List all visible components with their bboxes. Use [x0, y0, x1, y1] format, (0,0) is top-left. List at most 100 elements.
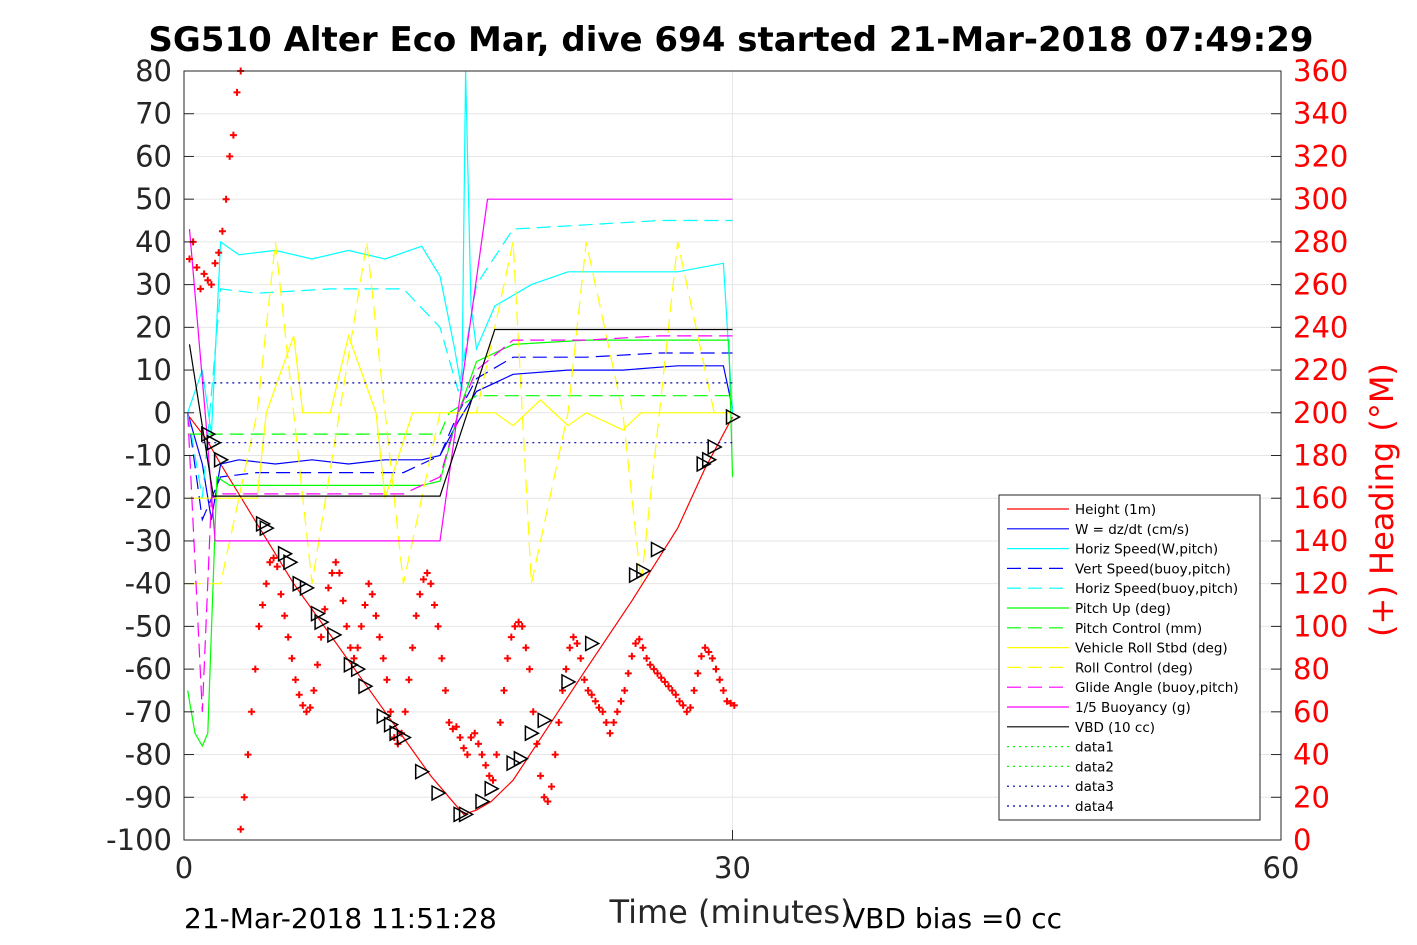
heading-point [270, 554, 278, 562]
right-tick-label: 280 [1293, 225, 1348, 259]
heading-point [602, 719, 610, 726]
heading-point [357, 622, 365, 630]
chart-title: SG510 Alter Eco Mar, dive 694 started 21… [148, 20, 1313, 60]
left-tick-label: -60 [125, 652, 172, 686]
heading-point [240, 793, 248, 801]
heading-point [708, 654, 716, 662]
heading-point [661, 678, 669, 686]
right-tick-label: 260 [1293, 268, 1348, 302]
left-tick-label: 20 [135, 310, 172, 344]
series-line-12 [188, 328, 733, 497]
heading-point [613, 708, 621, 716]
right-tick-label: 320 [1293, 139, 1348, 173]
left-tick-label: 80 [135, 54, 172, 88]
legend-label: W = dz/dt (cm/s) [1075, 522, 1189, 538]
direction-marker [650, 541, 667, 558]
series-line-4 [187, 352, 733, 522]
heading-point [405, 676, 413, 684]
heading-point [372, 612, 380, 620]
heading-point [420, 575, 427, 583]
legend-label: Horiz Speed(W,pitch) [1075, 542, 1218, 558]
heading-point [566, 644, 574, 652]
direction-marker [584, 635, 601, 652]
heading-point [456, 734, 464, 741]
direction-marker [431, 784, 447, 802]
legend-label: data3 [1075, 779, 1114, 795]
heading-point [672, 691, 680, 699]
heading-point [716, 676, 724, 684]
heading-point [580, 676, 588, 684]
right-tick-label: 360 [1293, 54, 1348, 88]
heading-point [303, 708, 310, 716]
heading-point [332, 558, 340, 566]
series-line-9 [187, 241, 733, 585]
heading-point [277, 590, 285, 598]
right-tick-label: 140 [1293, 524, 1348, 558]
left-tick-label: -20 [125, 481, 172, 515]
heading-point [339, 597, 347, 605]
legend-label: Pitch Control (mm) [1075, 621, 1202, 637]
heading-point [266, 558, 274, 566]
left-tick-label: -30 [125, 524, 172, 558]
heading-point [518, 622, 526, 630]
heading-point [679, 701, 687, 709]
right-tick-label: 160 [1293, 481, 1348, 515]
heading-point [207, 281, 215, 289]
direction-markers [201, 408, 742, 823]
heading-point [676, 697, 683, 705]
heading-point [665, 682, 672, 690]
heading-point [467, 734, 475, 741]
heading-point [485, 772, 493, 780]
heading-point [434, 622, 442, 630]
heading-point [379, 654, 387, 662]
heading-point [197, 285, 204, 293]
heading-point [463, 751, 471, 759]
heading-point [409, 644, 416, 652]
direction-marker [513, 750, 529, 768]
left-axis-ticks: 80 70 60 50 40 30 20 10 0 -10 -20 -30 -40 -50 -60 -70 -8… [106, 54, 194, 857]
heading-point [335, 569, 343, 577]
heading-point [449, 725, 457, 733]
x-axis-label: Time (minutes) [609, 893, 853, 931]
footer-vbd-bias: VBD bias =0 cc [846, 902, 1062, 935]
heading-point [723, 697, 731, 705]
heading-point [540, 793, 548, 801]
footer-timestamp: 21-Mar-2018 11:51:28 [184, 902, 497, 935]
direction-marker [213, 451, 230, 469]
right-tick-label: 40 [1293, 738, 1330, 772]
heading-point [668, 687, 676, 694]
heading-point [193, 264, 201, 271]
heading-point [423, 569, 431, 577]
heading-point [383, 676, 391, 684]
heading-point [577, 654, 585, 662]
legend-label: data1 [1075, 740, 1114, 756]
direction-marker [725, 408, 742, 426]
heading-point [204, 276, 212, 284]
heading-point [211, 259, 219, 267]
direction-marker [537, 712, 553, 729]
x-tick-label: 30 [714, 851, 751, 885]
heading-point [610, 719, 618, 726]
direction-marker [458, 806, 475, 823]
heading-point [427, 580, 435, 588]
heading-point [376, 633, 384, 641]
direction-marker [628, 566, 645, 584]
heading-point [460, 744, 468, 752]
heading-point [599, 708, 607, 716]
legend-label: VBD (10 cc) [1075, 720, 1155, 736]
heading-point [215, 249, 223, 257]
heading-point [515, 618, 523, 626]
heading-point [569, 633, 577, 641]
direction-marker [201, 425, 217, 443]
heading-point [474, 740, 482, 748]
right-tick-label: 120 [1293, 567, 1348, 601]
heading-point [401, 708, 409, 716]
heading-point [533, 740, 541, 748]
heading-point [639, 644, 647, 652]
left-tick-label: -100 [106, 823, 172, 857]
direction-marker [383, 716, 400, 733]
heading-point [248, 708, 256, 716]
direction-marker [524, 724, 540, 742]
direction-marker [327, 626, 343, 644]
heading-point [727, 699, 735, 707]
